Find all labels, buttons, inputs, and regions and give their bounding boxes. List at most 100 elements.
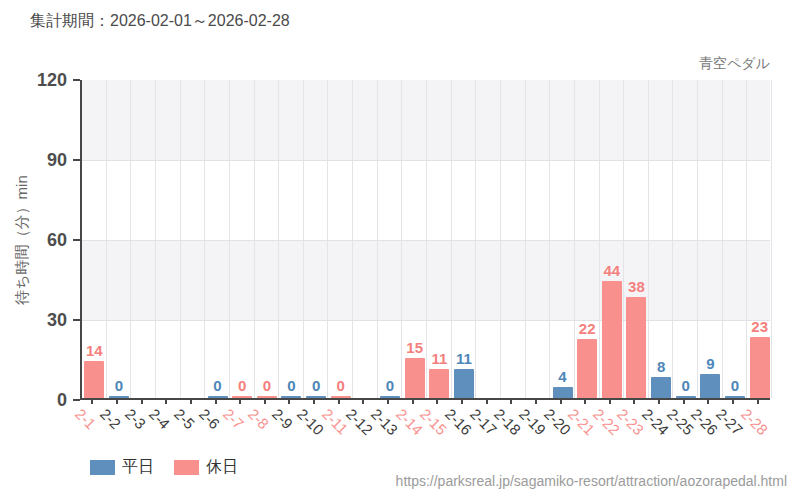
vertical-gridline [599, 80, 600, 398]
vertical-gridline [697, 80, 698, 398]
x-tick [757, 400, 759, 404]
x-tick [215, 400, 217, 404]
bar-value-label: 9 [706, 355, 714, 372]
x-tick [116, 400, 118, 404]
x-tick [633, 400, 635, 404]
x-axis-label: 2-5 [171, 405, 198, 432]
x-tick [461, 400, 463, 404]
bar-value-label: 22 [579, 320, 596, 337]
attraction-name: 青空ペダル [699, 55, 770, 73]
bar-2-28 [750, 337, 770, 398]
bar-2-8 [257, 396, 277, 398]
x-axis-label: 2-4 [146, 405, 173, 432]
x-tick [510, 400, 512, 404]
x-tick [707, 400, 709, 404]
x-axis-label: 2-9 [269, 405, 296, 432]
plot-area: 14000000001511114224438809023 [80, 80, 770, 400]
y-tick [73, 399, 80, 401]
vertical-gridline [623, 80, 624, 398]
x-axis-label: 2-15 [417, 405, 450, 438]
horizontal-gridline [82, 320, 770, 321]
x-axis-label: 2-2 [97, 405, 124, 432]
bar-value-label: 4 [558, 368, 566, 385]
y-tick [73, 79, 80, 81]
x-axis-label: 2-8 [245, 405, 272, 432]
x-tick [239, 400, 241, 404]
x-tick [412, 400, 414, 404]
vertical-gridline [426, 80, 427, 398]
x-axis-label: 2-6 [196, 405, 223, 432]
bar-2-10 [306, 396, 326, 398]
bar-value-label: 0 [731, 377, 739, 394]
bar-2-9 [281, 396, 301, 398]
y-tick-label: 60 [27, 230, 67, 251]
x-axis-label: 2-17 [467, 405, 500, 438]
x-tick [535, 400, 537, 404]
x-axis-label: 2-23 [614, 405, 647, 438]
bar-2-24 [651, 377, 671, 398]
bar-value-label: 0 [337, 377, 345, 394]
bar-2-6 [208, 396, 228, 398]
x-tick [658, 400, 660, 404]
x-axis-label: 2-22 [590, 405, 623, 438]
x-tick [288, 400, 290, 404]
x-axis-label: 2-27 [713, 405, 746, 438]
bar-value-label: 38 [628, 278, 645, 295]
vertical-gridline [722, 80, 723, 398]
legend-label-weekday: 平日 [122, 457, 154, 478]
vertical-gridline [549, 80, 550, 398]
y-tick [73, 159, 80, 161]
vertical-gridline [303, 80, 304, 398]
y-tick [73, 239, 80, 241]
bar-2-11 [331, 396, 351, 398]
y-tick-label: 30 [27, 310, 67, 331]
x-axis-label: 2-16 [442, 405, 475, 438]
vertical-gridline [130, 80, 131, 398]
bar-value-label: 44 [603, 262, 620, 279]
bar-value-label: 0 [238, 377, 246, 394]
vertical-gridline [204, 80, 205, 398]
vertical-gridline [106, 80, 107, 398]
bar-value-label: 11 [431, 350, 447, 367]
x-tick [436, 400, 438, 404]
bar-2-23 [626, 297, 646, 398]
x-axis-label: 2-14 [393, 405, 426, 438]
bar-value-label: 14 [86, 342, 103, 359]
legend-item-weekday: 平日 [90, 457, 154, 478]
bar-value-label: 0 [312, 377, 320, 394]
vertical-gridline [229, 80, 230, 398]
bar-2-22 [602, 281, 622, 398]
y-axis-title: 待ち時間（分）min [13, 175, 32, 305]
x-axis-label: 2-26 [688, 405, 721, 438]
bar-2-27 [725, 396, 745, 398]
report-period-title: 集計期間：2026-02-01～2026-02-28 [30, 11, 290, 32]
x-axis-label: 2-10 [294, 405, 327, 438]
vertical-gridline [475, 80, 476, 398]
bar-value-label: 15 [406, 339, 423, 356]
bar-2-2 [109, 396, 129, 398]
bar-2-21 [577, 339, 597, 398]
x-tick [91, 400, 93, 404]
horizontal-gridline [82, 160, 770, 161]
x-axis-label: 2-28 [738, 405, 771, 438]
x-tick [683, 400, 685, 404]
vertical-gridline [377, 80, 378, 398]
x-axis-label: 2-21 [565, 405, 598, 438]
x-axis-label: 2-18 [491, 405, 524, 438]
bar-2-26 [700, 374, 720, 398]
vertical-gridline [352, 80, 353, 398]
bar-value-label: 0 [115, 377, 123, 394]
x-tick [313, 400, 315, 404]
vertical-gridline [746, 80, 747, 398]
x-tick [362, 400, 364, 404]
x-axis-label: 2-11 [319, 405, 351, 437]
y-tick-label: 0 [27, 390, 67, 411]
y-tick-label: 120 [27, 70, 67, 91]
bar-value-label: 8 [657, 358, 665, 375]
horizontal-gridline [82, 240, 770, 241]
legend-label-holiday: 休日 [206, 457, 238, 478]
vertical-gridline [451, 80, 452, 398]
x-axis-label: 2-12 [343, 405, 376, 438]
vertical-gridline [254, 80, 255, 398]
x-tick [165, 400, 167, 404]
